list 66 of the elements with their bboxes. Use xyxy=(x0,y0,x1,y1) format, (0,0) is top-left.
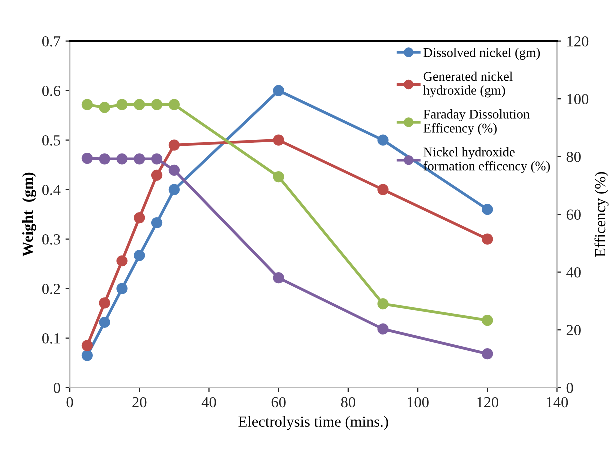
point xyxy=(134,250,146,262)
point xyxy=(482,315,494,326)
point xyxy=(151,170,163,182)
point xyxy=(482,204,494,216)
point xyxy=(151,217,163,229)
y2-tick-label: 20 xyxy=(566,325,581,336)
point xyxy=(151,154,163,165)
y-tick-label: 0 xyxy=(54,382,60,394)
point xyxy=(482,348,494,360)
y-tick-label: 0.5 xyxy=(42,135,60,146)
x-tick-label: 60 xyxy=(272,397,286,408)
point xyxy=(378,184,389,196)
legend-label: Generated nickel hydroxide (gm) xyxy=(424,72,513,98)
point xyxy=(273,272,284,284)
y-tick-label: 0.6 xyxy=(42,86,61,96)
point xyxy=(99,298,110,309)
point xyxy=(168,164,180,176)
point xyxy=(116,154,128,165)
y-tick-label: 0.4 xyxy=(42,184,61,196)
x-tick-label: 100 xyxy=(408,397,429,408)
point xyxy=(168,140,180,151)
point xyxy=(116,256,128,267)
y2-tick-label: 40 xyxy=(566,267,581,278)
point xyxy=(378,298,389,310)
x-tick-label: 140 xyxy=(547,397,568,408)
y2-tick-label: 80 xyxy=(566,152,581,162)
point xyxy=(482,234,494,245)
y-tick-label: 0.1 xyxy=(42,333,60,344)
y-tick-label: 0.2 xyxy=(42,284,60,294)
point xyxy=(378,134,389,146)
point xyxy=(82,340,93,352)
legend-label: Dissolved nickel (gm) xyxy=(424,48,540,60)
x-axis-title: Electrolysis time (mins.) xyxy=(238,416,388,430)
y-tick-label: 0.3 xyxy=(42,234,60,245)
point xyxy=(273,85,284,96)
y-tick-label: 0.7 xyxy=(42,36,61,47)
point xyxy=(82,153,93,164)
point xyxy=(378,324,389,335)
y2-tick-label: 0 xyxy=(566,382,574,394)
point xyxy=(82,99,93,110)
point xyxy=(99,316,110,328)
point xyxy=(134,212,146,224)
point xyxy=(116,283,128,294)
legend-label: Nickel hydroxide formation efficency (%) xyxy=(424,147,550,174)
y-axis-title: Weight (gm) xyxy=(22,172,36,257)
y2-axis-title: Efficency (%) xyxy=(594,172,609,258)
x-tick-label: 0 xyxy=(66,397,74,408)
point xyxy=(82,350,93,362)
point xyxy=(99,154,110,165)
x-tick-label: 120 xyxy=(478,397,499,408)
point xyxy=(99,102,110,114)
point xyxy=(116,99,128,110)
point xyxy=(168,99,180,110)
legend-label: Faraday Dissolution Efficency (%) xyxy=(424,110,530,136)
point xyxy=(134,154,146,165)
point xyxy=(273,134,284,146)
x-tick-label: 80 xyxy=(341,397,356,408)
y2-tick-label: 60 xyxy=(566,210,581,220)
point xyxy=(168,184,180,196)
point xyxy=(273,171,284,183)
point xyxy=(151,99,163,110)
y2-tick-label: 120 xyxy=(568,36,589,47)
x-tick-label: 40 xyxy=(202,397,216,408)
point xyxy=(134,99,146,110)
y2-tick-label: 100 xyxy=(568,94,589,105)
x-tick-label: 20 xyxy=(132,397,147,408)
